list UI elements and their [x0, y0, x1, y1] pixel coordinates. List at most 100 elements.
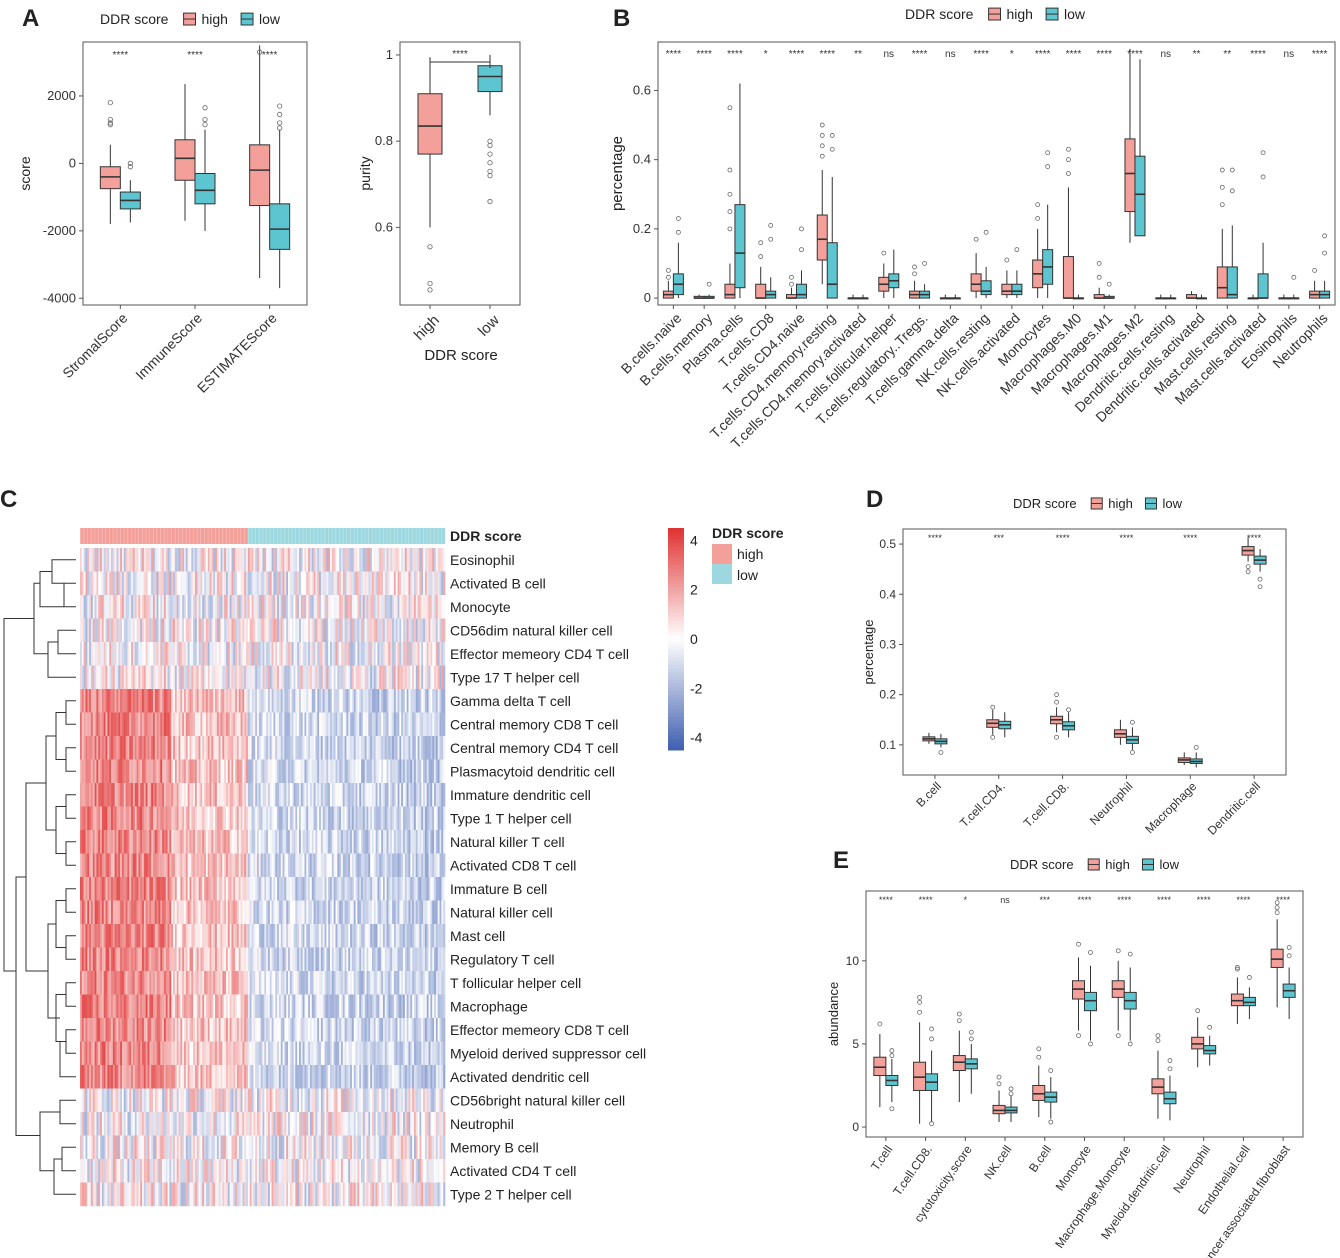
- heatmap-cell: [311, 736, 314, 760]
- heatmap-cell: [353, 759, 356, 784]
- heatmap-cell: [178, 924, 181, 948]
- heatmap-cell: [111, 924, 114, 948]
- heatmap-cell: [253, 595, 256, 619]
- heatmap-cell: [264, 759, 267, 784]
- outlier-point: [1066, 707, 1071, 713]
- heatmap-cell: [196, 994, 199, 1019]
- heatmap-cell: [260, 994, 263, 1019]
- heatmap-cell: [151, 548, 154, 572]
- heatmap-cell: [419, 830, 422, 854]
- heatmap-cell: [246, 759, 249, 784]
- heatmap-cell: [216, 689, 219, 713]
- heatmap-cell: [324, 783, 327, 807]
- heatmap-cell: [85, 595, 88, 619]
- heatmap-cell: [386, 759, 389, 784]
- heatmap-cell: [397, 806, 400, 831]
- heatmap-cell: [211, 618, 214, 643]
- heatmap-cell: [361, 736, 364, 760]
- heatmap-cell: [280, 759, 283, 784]
- heatmap-cell: [165, 1018, 168, 1042]
- heatmap-cell: [288, 783, 291, 807]
- heatmap-cell: [357, 994, 360, 1019]
- heatmap-cell: [112, 877, 115, 901]
- heatmap-cell: [185, 736, 188, 760]
- heatmap-cell: [257, 618, 260, 643]
- heatmap-cell: [231, 712, 234, 737]
- heatmap-cell: [202, 830, 205, 854]
- heatmap-cell: [125, 1041, 128, 1066]
- heatmap-cell: [173, 618, 176, 643]
- heatmap-cell: [103, 900, 106, 925]
- heatmap-cell: [266, 947, 269, 972]
- annotation-stripe: [200, 528, 202, 544]
- box-high-Macrophages.M0: [1062, 256, 1074, 299]
- heatmap-cell: [328, 595, 331, 619]
- heatmap-cell: [209, 548, 212, 572]
- heatmap-cell: [284, 736, 287, 760]
- heatmap-cell: [118, 1041, 121, 1066]
- heatmap-cell: [229, 806, 232, 831]
- heatmap-cell: [322, 877, 325, 901]
- heatmap-cell: [107, 924, 110, 948]
- heatmap-cell: [392, 971, 395, 995]
- x-tick-label: B.cell: [1026, 1143, 1054, 1175]
- heatmap-cell: [103, 783, 106, 807]
- heatmap-cell: [299, 665, 302, 690]
- heatmap-cell: [330, 806, 333, 831]
- heatmap-cell: [238, 853, 241, 878]
- heatmap-cell: [218, 853, 221, 878]
- heatmap-cell: [308, 595, 311, 619]
- heatmap-cell: [184, 618, 187, 643]
- heatmap-cell: [284, 1018, 287, 1042]
- heatmap-cell: [100, 712, 103, 737]
- heatmap-cell: [260, 806, 263, 831]
- heatmap-cell: [131, 618, 134, 643]
- outlier-point: [1274, 900, 1280, 906]
- heatmap-cell: [434, 759, 437, 784]
- heatmap-cell: [291, 806, 294, 831]
- heatmap-cell: [406, 924, 409, 948]
- heatmap-cell: [215, 924, 218, 948]
- heatmap-cell: [278, 900, 282, 925]
- heatmap-cell: [202, 736, 205, 760]
- outlier-point: [819, 153, 825, 159]
- heatmap-cell: [147, 759, 150, 784]
- heatmap-cell: [118, 759, 121, 784]
- heatmap-cell: [346, 900, 349, 925]
- annotation-stripe: [412, 528, 413, 544]
- heatmap-cell: [107, 830, 110, 854]
- heatmap-cell: [114, 853, 117, 878]
- heatmap-cell: [309, 947, 313, 972]
- heatmap-cell: [238, 595, 241, 619]
- heatmap-cell: [198, 830, 201, 854]
- heatmap-cell: [377, 759, 380, 784]
- heatmap-cell: [244, 830, 247, 854]
- heatmap-cell: [331, 1018, 334, 1042]
- heatmap-cell: [218, 712, 221, 737]
- heatmap-cell: [185, 806, 188, 831]
- heatmap-cell: [364, 712, 367, 737]
- heatmap-cell: [286, 994, 289, 1019]
- legend-e: DDR score high low: [1010, 857, 1180, 872]
- heatmap-cell: [260, 853, 263, 878]
- signif-label: ****: [1157, 895, 1172, 905]
- heatmap-cell: [154, 853, 157, 878]
- heatmap-cell: [209, 618, 212, 643]
- heatmap-cell: [209, 595, 212, 619]
- heatmap-cell: [121, 877, 125, 901]
- heatmap-cell: [331, 853, 334, 878]
- heatmap-cell: [173, 571, 176, 596]
- heatmap-row-label: Central memory CD4 T cell: [450, 740, 618, 756]
- heatmap-cell: [151, 618, 154, 643]
- heatmap-cell: [127, 806, 130, 831]
- heatmap-cell: [348, 665, 351, 690]
- heatmap-cell: [428, 877, 431, 901]
- heatmap-cell: [127, 783, 130, 807]
- heatmap-cell: [255, 712, 258, 737]
- heatmap-cell: [240, 994, 243, 1019]
- panel-label-c: C: [0, 486, 17, 513]
- heatmap-cell: [121, 853, 125, 878]
- heatmap-cell: [85, 924, 88, 948]
- heatmap-cell: [421, 971, 424, 995]
- heatmap-cell: [260, 571, 263, 596]
